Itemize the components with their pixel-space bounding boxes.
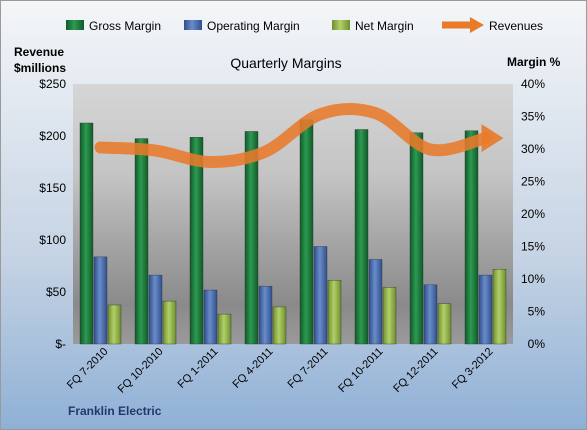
gross-margin-bar <box>244 131 259 345</box>
net-margin-bar <box>107 304 122 345</box>
left-tick-label: $- <box>55 337 66 351</box>
right-tick-label: 10% <box>521 272 545 286</box>
net-margin-bar <box>382 287 397 345</box>
gross-margin-bar <box>189 137 204 345</box>
right-tick-label: 0% <box>528 337 546 351</box>
legend-label-net-margin: Net Margin <box>355 19 414 33</box>
legend-swatch-net-margin <box>332 20 350 30</box>
right-tick-label: 20% <box>521 207 545 221</box>
net-margin-bar <box>437 303 452 345</box>
net-margin-bar <box>217 313 232 345</box>
right-axis-ticks: 0% 5% 10% 15% 20% 25% 30% 35% 40% <box>521 77 545 351</box>
legend-swatch-operating-margin <box>184 20 202 30</box>
left-axis-title-line1: Revenue <box>14 45 64 59</box>
gross-margin-bar <box>134 138 149 345</box>
revenue-arrowhead <box>481 124 504 153</box>
right-tick-label: 5% <box>528 305 546 319</box>
net-margin-bar <box>492 269 507 345</box>
gross-margin-bar <box>464 130 479 345</box>
operating-margin-bar <box>148 274 163 345</box>
bars <box>79 119 507 345</box>
operating-margin-bar <box>93 256 108 345</box>
company-label: Franklin Electric <box>68 404 162 418</box>
left-tick-label: $50 <box>46 285 66 299</box>
operating-margin-bar <box>203 289 218 345</box>
net-margin-bar <box>327 280 342 345</box>
right-tick-label: 30% <box>521 142 545 156</box>
operating-margin-bar <box>423 284 438 345</box>
left-tick-label: $200 <box>39 129 66 143</box>
legend-swatch-revenues <box>442 17 484 33</box>
left-axis-ticks: $- $50 $100 $150 $200 $250 <box>39 77 66 351</box>
net-margin-bar <box>162 300 177 345</box>
right-axis-title: Margin % <box>507 55 561 69</box>
left-tick-label: $100 <box>39 233 66 247</box>
right-tick-label: 15% <box>521 240 545 254</box>
gross-margin-bar <box>299 119 314 345</box>
left-tick-label: $150 <box>39 181 66 195</box>
gross-margin-bar <box>409 132 424 345</box>
legend-swatch-gross-margin <box>66 20 84 30</box>
legend: Gross Margin Operating Margin Net Margin… <box>66 17 543 33</box>
legend-label-operating-margin: Operating Margin <box>207 19 300 33</box>
left-tick-label: $250 <box>39 77 66 91</box>
gross-margin-bar <box>79 122 94 345</box>
net-margin-bar <box>272 306 287 345</box>
right-tick-label: 40% <box>521 77 545 91</box>
operating-margin-bar <box>313 246 328 345</box>
chart-title: Quarterly Margins <box>230 55 341 71</box>
legend-label-gross-margin: Gross Margin <box>89 19 161 33</box>
left-axis-title-line2: $millions <box>14 61 66 75</box>
revenue-line <box>94 103 492 169</box>
right-tick-label: 25% <box>521 175 545 189</box>
operating-margin-bar <box>368 259 383 345</box>
operating-margin-bar <box>258 285 273 345</box>
revenue-line-group <box>94 103 504 169</box>
operating-margin-bar <box>478 274 493 345</box>
right-tick-label: 35% <box>521 110 545 124</box>
legend-label-revenues: Revenues <box>489 19 543 33</box>
gross-margin-bar <box>354 129 369 345</box>
